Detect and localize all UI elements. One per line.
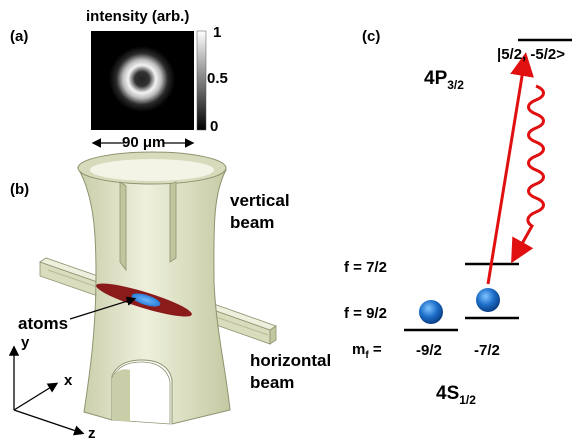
colorbar-tick-05: 0.5 <box>207 70 228 87</box>
axis-y-label: y <box>21 334 30 351</box>
vertical-beam-label: vertical beam <box>230 190 290 234</box>
panel-b-label: (b) <box>10 181 30 198</box>
axis-x-label: x <box>64 372 73 389</box>
atom-mf-72 <box>476 288 500 312</box>
axis-z-label: z <box>88 425 96 442</box>
excited-level-label: |5/2, -5/2> <box>497 46 565 63</box>
coordinate-axes <box>8 345 85 436</box>
mf-main: m <box>352 341 366 358</box>
horizontal-beam-line2: beam <box>250 373 295 392</box>
colorbar-tick-0: 0 <box>210 118 219 135</box>
excited-state-label: 4P3/2 <box>424 68 464 92</box>
mf-sub: f <box>365 350 369 361</box>
excited-state-sub: 3/2 <box>447 77 464 92</box>
panel-c-label: (c) <box>362 28 381 45</box>
atom-mf-92 <box>419 300 443 324</box>
atom-cloud-inner <box>131 293 161 307</box>
mf-value-left: -9/2 <box>416 342 442 359</box>
mf-value-right: -7/2 <box>474 342 500 359</box>
excited-state-main: 4P <box>424 68 448 89</box>
colorbar-tick-1: 1 <box>213 24 222 41</box>
f72-label: f = 7/2 <box>344 259 387 276</box>
panel-a-label: (a) <box>10 28 29 45</box>
ground-state-main: 4S <box>436 383 460 404</box>
mf-eq: = <box>368 341 382 358</box>
atoms-label: atoms <box>18 314 69 333</box>
excitation-arrow <box>486 52 534 285</box>
scale-bar-label: 90 μm <box>122 134 166 151</box>
horizontal-beam-label: horizontal beam <box>250 350 331 394</box>
colorbar <box>196 30 207 131</box>
ground-state-sub: 1/2 <box>459 392 476 407</box>
beam-profile-ring <box>109 46 175 112</box>
atoms-pointer <box>69 296 137 320</box>
intensity-title: intensity (arb.) <box>86 8 190 25</box>
mf-label: mf = <box>352 341 382 361</box>
horizontal-beam-line1: horizontal <box>250 351 332 370</box>
vertical-beam-line2: beam <box>230 213 275 232</box>
ground-state-label: 4S1/2 <box>436 383 476 407</box>
decay-wave-arrow <box>511 84 545 264</box>
vertical-beam-line1: vertical <box>230 191 290 210</box>
f92-label: f = 9/2 <box>344 305 387 322</box>
